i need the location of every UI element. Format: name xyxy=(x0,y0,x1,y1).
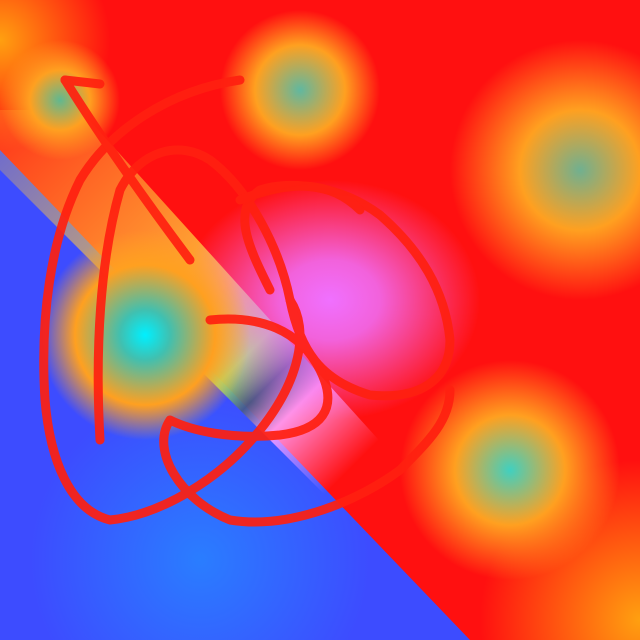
scribble-stroke-diagonal xyxy=(60,75,195,265)
cyan-orange-blob-left xyxy=(40,230,250,440)
orange-blob-bottomright xyxy=(400,360,620,580)
orange-blob-top xyxy=(220,10,380,170)
scribble-stroke-upper-arc xyxy=(235,181,365,215)
scribble-stroke-lower-loop xyxy=(159,314,455,527)
scribble-stroke-outer-loop xyxy=(39,75,305,525)
scribble-stroke-hook xyxy=(60,75,105,89)
